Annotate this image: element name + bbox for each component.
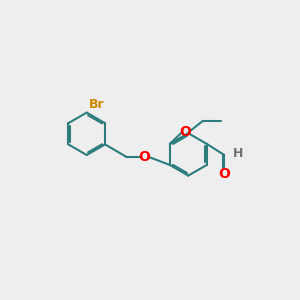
Text: Br: Br [89, 98, 104, 111]
Text: H: H [233, 147, 244, 160]
Text: O: O [179, 125, 191, 139]
Text: O: O [218, 167, 230, 181]
Text: O: O [139, 150, 150, 164]
